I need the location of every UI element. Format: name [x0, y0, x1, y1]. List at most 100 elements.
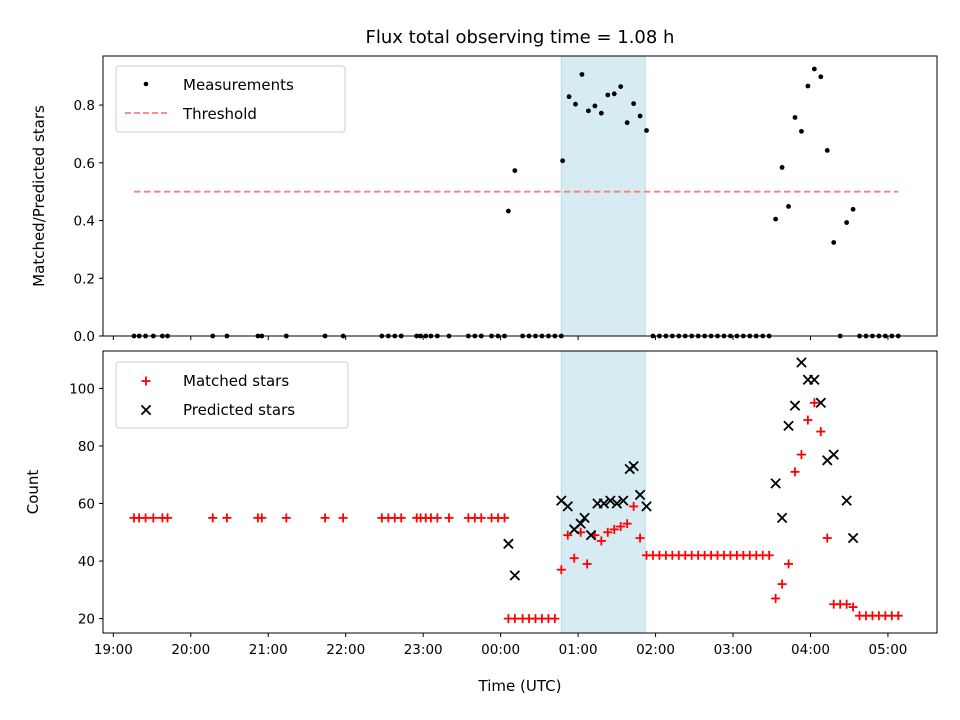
matched-stars-point: [141, 513, 151, 523]
measurements-point: [805, 83, 811, 89]
matched-stars-point: [777, 579, 787, 589]
predicted-stars-point: [815, 397, 827, 409]
measurements-point: [779, 165, 785, 170]
matched-stars-point: [596, 536, 606, 546]
legend-x-marker: [140, 404, 152, 416]
measurements-point: [644, 128, 649, 133]
measurements-point: [773, 216, 779, 222]
matched-stars-point: [148, 513, 158, 523]
predicted-stars-point: [605, 495, 616, 506]
predicted-stars-point: [783, 420, 794, 432]
legend-label-matched-stars: Matched stars: [183, 372, 289, 390]
y-tick-label: 0.8: [74, 98, 95, 114]
matched-stars-point: [444, 513, 454, 523]
x-tick-label: 19:00: [94, 642, 133, 658]
measurements-point: [566, 94, 572, 100]
matched-stars-point: [163, 513, 173, 523]
matched-stars-point: [569, 553, 579, 563]
predicted-stars-point: [809, 374, 820, 386]
measurements-point: [586, 108, 591, 114]
matched-stars-point: [603, 527, 613, 537]
measurements-point: [573, 101, 578, 107]
predicted-stars-point: [770, 478, 781, 489]
top-y-axis-label: Matched/Predicted stars: [30, 105, 48, 287]
predicted-stars-point: [503, 538, 514, 550]
matched-stars-point: [622, 519, 632, 529]
measurements-point: [618, 84, 624, 89]
matched-stars-point: [582, 559, 592, 569]
matched-stars-point: [635, 533, 645, 543]
measurements-point: [598, 110, 604, 116]
predicted-stars-point: [847, 532, 859, 544]
bottom-axes-frame: [102, 350, 938, 634]
matched-stars-point: [510, 614, 520, 624]
legend-symbol-measurements: [143, 81, 149, 87]
x-tick-label: 23:00: [404, 642, 443, 658]
predicted-stars-point: [628, 460, 639, 472]
x-tick-label: 22:00: [326, 642, 365, 658]
matched-stars-point: [257, 513, 267, 523]
top-legend-box: [115, 65, 346, 133]
matched-stars-point: [809, 398, 819, 408]
x-tick-label: 03:00: [714, 642, 753, 658]
predicted-stars-point: [618, 495, 629, 506]
y-tick-label: 0.4: [74, 214, 95, 230]
top-shaded-span: [560, 55, 646, 337]
predicted-stars-point: [575, 518, 586, 529]
matched-stars-point: [556, 565, 566, 575]
predicted-stars-point: [562, 501, 574, 512]
y-tick-label: 20: [78, 612, 95, 628]
matched-stars-point: [550, 614, 560, 624]
measurements-point: [611, 91, 617, 97]
bottom-y-ticks: 20 40 60 80 100: [69, 381, 103, 628]
x-tick-label: 21:00: [249, 642, 288, 658]
predicted-stars-point: [611, 498, 623, 509]
top-x-ticks: [112, 336, 889, 340]
predicted-stars-point: [598, 498, 610, 509]
x-tick-label: 00:00: [481, 642, 520, 658]
y-tick-label: 80: [78, 439, 95, 455]
predicted-stars-point: [641, 501, 652, 512]
bottom-data-marks: [129, 357, 903, 624]
predicted-stars-point: [796, 357, 807, 368]
legend-plus-marker: [141, 376, 151, 386]
matched-stars-point: [796, 450, 806, 460]
matched-stars-point: [222, 513, 232, 523]
matched-stars-point: [320, 513, 330, 523]
predicted-stars-point: [509, 570, 521, 581]
measurements-point: [505, 208, 511, 214]
matched-stars-point: [848, 602, 858, 612]
measurements-point: [850, 206, 856, 212]
matched-stars-point: [609, 524, 619, 534]
measurements-point: [637, 113, 643, 119]
measurements-point: [811, 66, 817, 72]
measurements-point: [824, 147, 830, 153]
top-legend: Measurements Threshold: [115, 65, 346, 133]
matched-stars-point: [208, 513, 218, 523]
bottom-panel: 20 40 60 80 100 19:00 20:00 21:00 22:00 23:00 00:…: [24, 350, 938, 695]
matched-stars-point: [396, 513, 406, 523]
top-axes-frame: [102, 55, 938, 337]
measurements-point: [799, 128, 804, 134]
y-tick-label: 60: [78, 497, 95, 513]
x-tick-label: 05:00: [868, 642, 907, 658]
legend-label-predicted-stars: Predicted stars: [183, 401, 295, 419]
measurements-point: [844, 220, 850, 225]
measurements-point: [786, 203, 791, 209]
top-y-ticks: 0.0 0.2 0.4 0.6 0.8: [74, 98, 103, 345]
matched-stars-point: [803, 415, 813, 425]
matched-stars-point: [790, 467, 800, 477]
matched-stars-point: [784, 559, 794, 569]
bottom-legend-box: [115, 361, 349, 429]
matched-stars-point: [822, 533, 832, 543]
measurements-point: [631, 101, 637, 107]
x-tick-label: 20:00: [171, 642, 210, 658]
matched-stars-point: [616, 522, 626, 532]
measurements-point: [592, 103, 598, 109]
predicted-stars-point: [634, 489, 646, 501]
matched-stars-point: [563, 530, 573, 540]
matched-stars-point: [816, 427, 826, 437]
legend-symbol-predicted-stars: [140, 404, 152, 416]
legend-label-measurements: Measurements: [183, 76, 294, 94]
